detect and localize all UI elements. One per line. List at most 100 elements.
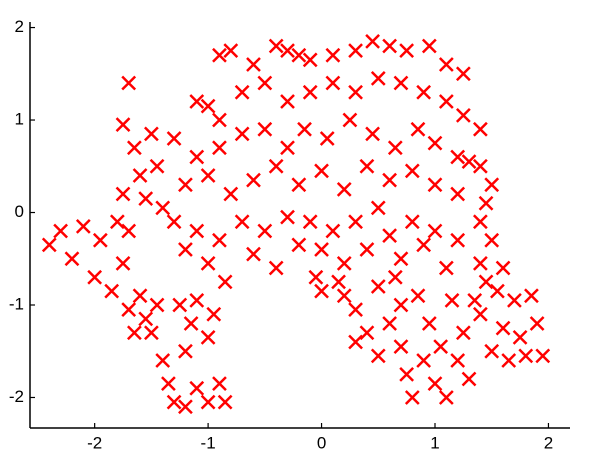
x-tick-label: 0 [317, 433, 326, 450]
point [467, 292, 483, 308]
point [178, 343, 193, 359]
point [178, 177, 193, 193]
point [189, 94, 205, 109]
point [348, 302, 363, 318]
point [529, 316, 545, 331]
point [126, 325, 142, 341]
point [121, 223, 137, 239]
point [115, 255, 131, 271]
point [268, 158, 284, 174]
point [200, 98, 216, 114]
point [280, 209, 295, 225]
point [189, 223, 205, 239]
point [518, 348, 534, 364]
point [189, 149, 205, 165]
point [438, 57, 454, 72]
x-tick-label: -1 [201, 433, 216, 450]
point [450, 149, 466, 165]
point [178, 242, 193, 257]
point [234, 126, 250, 142]
point [121, 302, 137, 318]
point [404, 390, 420, 405]
point [399, 366, 415, 382]
point [314, 283, 329, 299]
point [348, 214, 363, 230]
point [314, 242, 329, 257]
point [365, 34, 380, 49]
point [268, 38, 284, 54]
point [490, 283, 505, 299]
points [41, 34, 551, 415]
point [132, 288, 148, 304]
point [370, 279, 386, 294]
point [302, 84, 318, 100]
point [501, 353, 517, 368]
point [382, 38, 398, 54]
point [382, 172, 398, 188]
y-tick-label: 1 [15, 110, 24, 129]
point [336, 288, 352, 304]
point [404, 163, 420, 179]
point [455, 325, 471, 341]
point [291, 47, 307, 63]
point [484, 177, 500, 193]
point [512, 329, 528, 345]
point [365, 126, 380, 142]
point [104, 283, 120, 299]
point [217, 274, 233, 290]
point [348, 84, 363, 100]
point [144, 325, 159, 341]
point [336, 255, 352, 271]
point [359, 242, 375, 257]
point [455, 108, 471, 123]
point [257, 121, 273, 137]
point [200, 168, 216, 183]
point [450, 232, 466, 248]
point [387, 140, 403, 156]
point [359, 325, 375, 341]
point [387, 269, 403, 285]
point [393, 339, 409, 354]
point [302, 214, 318, 230]
point [64, 251, 80, 267]
point [115, 186, 131, 202]
point [149, 158, 165, 174]
point [308, 269, 324, 285]
point [421, 316, 437, 331]
point [302, 52, 318, 68]
point [410, 121, 426, 137]
y-tick-label: -1 [9, 294, 24, 313]
point [348, 334, 363, 350]
point [291, 237, 307, 253]
point [433, 339, 449, 354]
point [144, 126, 159, 142]
point [455, 66, 471, 82]
point [427, 135, 443, 151]
point [438, 390, 454, 405]
point [234, 214, 250, 230]
point [53, 223, 69, 239]
point [200, 255, 216, 271]
point [212, 376, 227, 391]
x-tick-label: 2 [544, 433, 553, 450]
point [189, 380, 205, 396]
x-tick-label: -2 [87, 433, 102, 450]
point [444, 292, 460, 308]
point [246, 172, 261, 188]
point [297, 121, 312, 137]
point [212, 47, 227, 63]
point [178, 399, 193, 415]
point [359, 158, 375, 174]
point [155, 353, 171, 368]
point [450, 186, 466, 202]
point [212, 232, 227, 248]
point [416, 84, 432, 100]
point [212, 112, 227, 128]
point [75, 219, 91, 234]
point [183, 316, 199, 331]
point [92, 232, 108, 248]
point [472, 121, 488, 137]
point [280, 94, 295, 109]
